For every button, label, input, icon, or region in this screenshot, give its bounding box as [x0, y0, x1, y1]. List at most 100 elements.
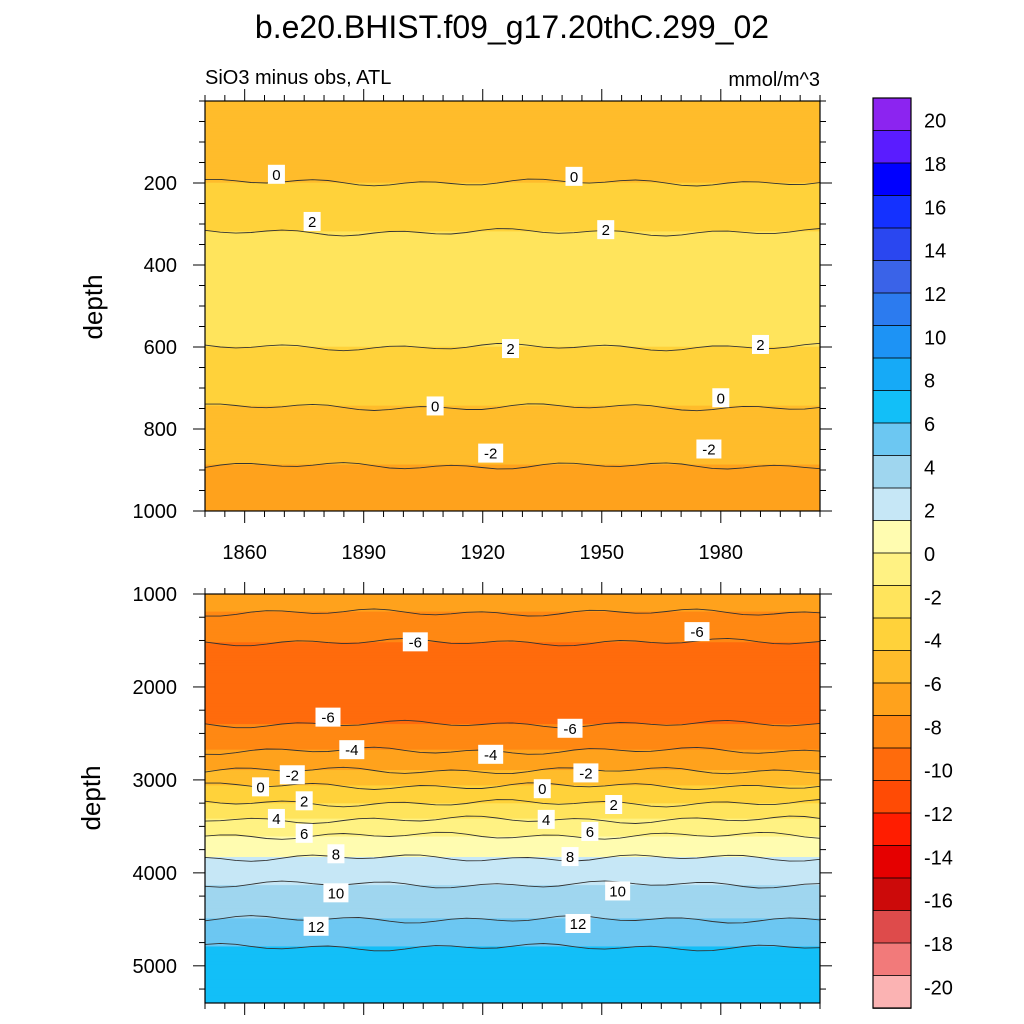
- bottom-fill-band: [205, 734, 820, 738]
- bottom-contour-label: -6: [557, 718, 583, 738]
- bottom-y-tick-label: 1000: [133, 584, 178, 606]
- bottom-fill-band: [205, 946, 820, 950]
- top-fill-band: [205, 285, 820, 289]
- colorbar-swatch: [872, 422, 912, 457]
- colorbar-swatch: [872, 260, 912, 294]
- bottom-fill-band: [205, 851, 820, 856]
- bottom-fill-band: [205, 724, 820, 728]
- bottom-contour-label-text: -4: [345, 742, 358, 759]
- bottom-fill-band: [205, 956, 820, 960]
- top-contour-label-text: 2: [308, 214, 316, 231]
- top-fill-band: [205, 464, 820, 468]
- bottom-fill-band: [205, 803, 820, 807]
- top-fill-band: [205, 123, 820, 127]
- top-fill-band: [205, 336, 820, 340]
- top-fill-band: [205, 236, 820, 240]
- top-fill-band: [205, 126, 820, 130]
- top-y-tick-label: 600: [144, 337, 177, 359]
- top-fill-band: [205, 313, 820, 317]
- top-fill-band: [205, 321, 820, 325]
- bottom-fill-band: [205, 729, 820, 733]
- colorbar-tick-label: -4: [924, 631, 942, 653]
- top-contour-label-box: [478, 443, 504, 463]
- bottom-fill-band: [205, 718, 820, 723]
- bottom-fill-band: [205, 823, 820, 827]
- bottom-fill-band: [205, 938, 820, 942]
- colorbar-swatch: [872, 812, 912, 847]
- bottom-fill-band: [205, 1000, 820, 1003]
- top-contour-label-box: [267, 164, 285, 184]
- bottom-fill-band: [205, 616, 820, 620]
- top-fill-band: [205, 190, 820, 194]
- top-fill-band: [205, 108, 820, 112]
- top-fill-band: [205, 415, 820, 420]
- top-fill-band: [205, 182, 820, 186]
- bottom-fill-band: [205, 867, 820, 871]
- bottom-fill-band: [205, 637, 820, 641]
- top-fill-band: [205, 208, 820, 212]
- bottom-contour-label: 6: [295, 823, 313, 843]
- top-fill-band: [205, 192, 820, 197]
- bottom-contour-label-box: [315, 707, 341, 727]
- top-fill-band: [205, 410, 820, 414]
- bottom-y-axis-label: depth: [76, 765, 106, 830]
- top-contour-label: 2: [751, 334, 769, 354]
- bottom-contour-label-text: 10: [328, 885, 345, 902]
- colorbar-tick-label: 16: [924, 197, 946, 219]
- colorbar-swatch: [872, 780, 912, 814]
- colorbar-tick-label: -6: [924, 674, 942, 696]
- bottom-fill-band: [205, 908, 820, 912]
- bottom-fill-band: [205, 808, 820, 812]
- bottom-fill-band: [205, 685, 820, 689]
- bottom-fill-band: [205, 885, 820, 889]
- bottom-contour-label-box: [279, 765, 305, 785]
- top-fill-band: [205, 503, 820, 507]
- bottom-contour-label-text: 4: [272, 811, 280, 828]
- top-x-tick-label: 1950: [580, 542, 625, 564]
- bottom-fill-band: [205, 941, 820, 945]
- top-contour-label-text: -2: [702, 442, 715, 459]
- bottom-contour-label-text: 8: [332, 846, 340, 863]
- bottom-contour-fill: [205, 594, 820, 1003]
- bottom-fill-band: [205, 726, 820, 730]
- top-fill-band: [205, 362, 820, 366]
- bottom-fill-band: [205, 936, 820, 940]
- bottom-contour-line: [205, 637, 820, 647]
- bottom-contour-label: 8: [327, 844, 345, 864]
- bottom-fill-band: [205, 662, 820, 666]
- colorbar-swatch: [872, 877, 912, 912]
- bottom-fill-band: [205, 624, 820, 628]
- bottom-fill-band: [205, 754, 820, 758]
- top-fill-band: [205, 195, 820, 199]
- bottom-fill-band: [205, 880, 820, 884]
- bottom-fill-band: [205, 596, 820, 600]
- bottom-fill-band: [205, 816, 820, 820]
- top-fill-band: [205, 418, 820, 422]
- bottom-contour-label: 4: [267, 808, 285, 828]
- top-fill-band: [205, 387, 820, 391]
- bottom-contour-label-box: [537, 809, 555, 829]
- top-fill-band: [205, 300, 820, 304]
- bottom-fill-band: [205, 621, 820, 625]
- colorbar-tick-label: 18: [924, 154, 946, 176]
- bottom-fill-band: [205, 736, 820, 741]
- top-fill-band: [205, 390, 820, 394]
- top-fill-band: [205, 218, 820, 222]
- bottom-fill-band: [205, 775, 820, 779]
- bottom-fill-band: [205, 890, 820, 894]
- top-fill-band: [205, 333, 820, 338]
- figure-title: b.e20.BHIST.f09_g17.20thC.299_02: [255, 9, 769, 45]
- bottom-contour-label-text: 12: [570, 916, 587, 933]
- bottom-fill-band: [205, 716, 820, 720]
- bottom-fill-band: [205, 856, 820, 861]
- top-fill-band: [205, 274, 820, 279]
- top-fill-band: [205, 508, 820, 511]
- bottom-fill-band: [205, 910, 820, 914]
- bottom-fill-band: [205, 713, 820, 717]
- bottom-contour-label-box: [533, 779, 551, 799]
- bottom-fill-band: [205, 655, 820, 659]
- colorbar-swatch: [872, 325, 912, 359]
- bottom-contour-label: -4: [478, 744, 504, 764]
- top-y-axis-label: depth: [78, 274, 108, 339]
